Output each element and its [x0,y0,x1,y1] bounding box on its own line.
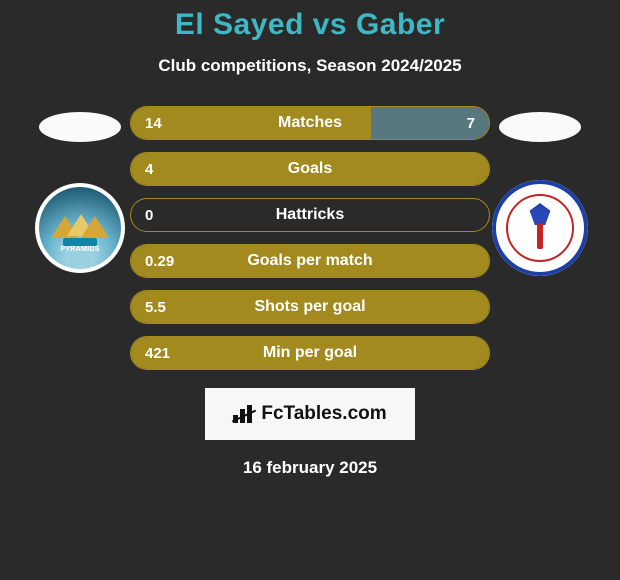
watermark-text: FcTables.com [261,403,386,425]
stat-bar: 0Hattricks [130,198,490,232]
stat-bar: 14Matches7 [130,106,490,140]
comparison-row: PYRAMIDS 14Matches7 4Goals 0Hattricks 0.29G… [0,106,620,370]
chart-icon [233,405,255,423]
right-player-column [490,106,590,278]
left-club-badge: PYRAMIDS [30,178,130,278]
stat-label: Shots per goal [131,298,489,316]
left-player-column: PYRAMIDS [30,106,130,278]
stat-bar: 421Min per goal [130,336,490,370]
stat-label: Matches [131,114,489,132]
page-title: El Sayed vs Gaber [175,8,445,42]
stat-bar: 0.29Goals per match [130,244,490,278]
left-club-name: PYRAMIDS [39,246,121,253]
date-label: 16 february 2025 [243,458,377,478]
stats-column: 14Matches7 4Goals 0Hattricks 0.29Goals per … [130,106,490,370]
stat-label: Goals [131,160,489,178]
subtitle: Club competitions, Season 2024/2025 [158,56,461,76]
right-club-badge [490,178,590,278]
pyramids-icon [53,208,107,248]
left-player-avatar [39,112,121,142]
stat-label: Hattricks [131,206,489,224]
torch-icon [522,203,558,253]
stat-value-right: 7 [467,115,475,132]
watermark: FcTables.com [205,388,415,440]
stat-label: Min per goal [131,344,489,362]
right-player-avatar [499,112,581,142]
stat-bar: 4Goals [130,152,490,186]
stat-bar: 5.5Shots per goal [130,290,490,324]
stat-label: Goals per match [131,252,489,270]
